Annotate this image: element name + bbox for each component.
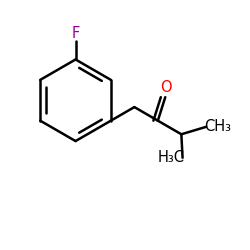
- Text: H₃C: H₃C: [157, 150, 184, 165]
- Text: CH₃: CH₃: [204, 119, 232, 134]
- Text: F: F: [72, 26, 80, 40]
- Text: O: O: [160, 80, 172, 95]
